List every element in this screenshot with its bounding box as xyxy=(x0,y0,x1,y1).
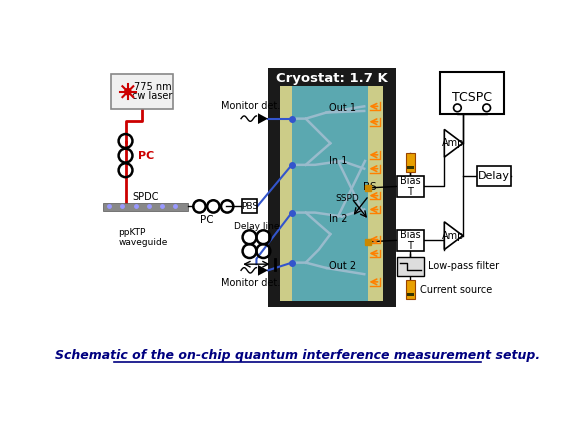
Text: In 2: In 2 xyxy=(329,214,347,224)
Polygon shape xyxy=(258,265,268,276)
Bar xyxy=(406,280,415,299)
Text: PC: PC xyxy=(138,151,154,161)
Text: cw laser: cw laser xyxy=(132,91,173,101)
Text: Monitor det.: Monitor det. xyxy=(222,278,281,287)
Text: Amp: Amp xyxy=(441,138,464,148)
Text: Out 2: Out 2 xyxy=(329,262,356,271)
Polygon shape xyxy=(444,222,463,250)
Bar xyxy=(440,73,503,114)
Bar xyxy=(368,86,383,301)
Text: TCSPC: TCSPC xyxy=(452,91,492,103)
Text: Bias
T: Bias T xyxy=(400,176,420,197)
Text: Current source: Current source xyxy=(420,285,492,295)
Text: Delay: Delay xyxy=(478,171,510,181)
Text: Schematic of the on-chip quantum interference measurement setup.: Schematic of the on-chip quantum interfe… xyxy=(55,349,540,362)
Bar xyxy=(407,166,414,169)
Circle shape xyxy=(124,88,132,95)
Bar xyxy=(397,229,423,251)
Text: SSPD: SSPD xyxy=(335,194,359,203)
Text: Low-pass filter: Low-pass filter xyxy=(428,262,499,271)
Text: Cryostat: 1.7 K: Cryostat: 1.7 K xyxy=(276,72,388,85)
Text: BS: BS xyxy=(362,182,376,192)
Bar xyxy=(406,153,415,172)
Bar xyxy=(397,176,423,197)
Polygon shape xyxy=(258,113,268,124)
Bar xyxy=(242,199,257,213)
Polygon shape xyxy=(444,129,463,157)
Text: 775 nm: 775 nm xyxy=(133,82,171,92)
Text: Monitor det.: Monitor det. xyxy=(222,101,281,112)
Text: PC: PC xyxy=(200,215,213,225)
Bar xyxy=(407,293,414,296)
Bar xyxy=(268,68,396,307)
Text: Amp: Amp xyxy=(441,231,464,241)
Bar xyxy=(103,203,188,211)
Circle shape xyxy=(483,104,491,112)
Text: PBS: PBS xyxy=(241,202,258,211)
Text: Bias
T: Bias T xyxy=(400,229,420,251)
Bar xyxy=(280,86,292,301)
Text: Delay line: Delay line xyxy=(234,222,279,231)
Text: Out 1: Out 1 xyxy=(329,103,356,113)
Circle shape xyxy=(454,104,461,112)
Text: ppKTP
waveguide: ppKTP waveguide xyxy=(118,228,168,247)
Bar xyxy=(477,166,512,187)
Text: SPDC: SPDC xyxy=(132,192,159,202)
Text: In 1: In 1 xyxy=(329,156,347,166)
Bar xyxy=(397,257,425,276)
Bar xyxy=(280,86,383,301)
Bar xyxy=(111,74,172,109)
